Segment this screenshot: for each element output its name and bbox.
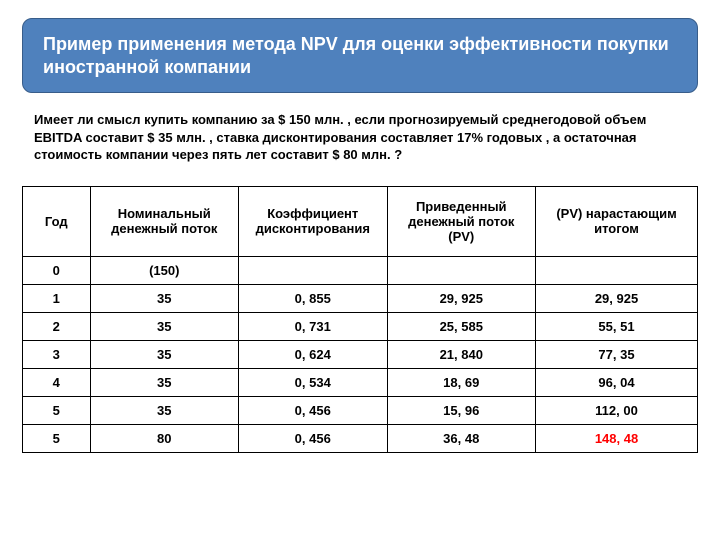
table-row: 3350, 62421, 84077, 35 [23,340,698,368]
table-cell: 15, 96 [387,396,536,424]
table-cell: 148, 48 [536,424,698,452]
th-discount: Коэффициент дисконтирования [239,186,388,256]
table-cell: 80 [90,424,239,452]
th-pv-cum: (PV) нарастающим итогом [536,186,698,256]
table-cell: 0, 731 [239,312,388,340]
title-box: Пример применения метода NPV для оценки … [22,18,698,93]
slide-title: Пример применения метода NPV для оценки … [43,33,677,78]
table-cell: 35 [90,396,239,424]
table-cell: 0, 534 [239,368,388,396]
table-cell: 35 [90,368,239,396]
table-cell: 2 [23,312,91,340]
table-cell: 35 [90,312,239,340]
table-row: 4350, 53418, 6996, 04 [23,368,698,396]
table-header-row: Год Номинальный денежный поток Коэффицие… [23,186,698,256]
table-cell: 96, 04 [536,368,698,396]
table-cell: 0, 456 [239,396,388,424]
table-cell: 18, 69 [387,368,536,396]
table-cell: 1 [23,284,91,312]
table-cell: 0, 624 [239,340,388,368]
table-cell [387,256,536,284]
table-cell: 29, 925 [387,284,536,312]
table-row: 2350, 73125, 58555, 51 [23,312,698,340]
table-row: 5350, 45615, 96112, 00 [23,396,698,424]
table-cell: 77, 35 [536,340,698,368]
table-cell: 25, 585 [387,312,536,340]
table-body: 0(150)1350, 85529, 92529, 9252350, 73125… [23,256,698,452]
table-cell: 5 [23,424,91,452]
th-year: Год [23,186,91,256]
table-cell: 21, 840 [387,340,536,368]
table-cell [239,256,388,284]
table-cell: 3 [23,340,91,368]
th-nominal: Номинальный денежный поток [90,186,239,256]
table-cell: 112, 00 [536,396,698,424]
table-cell: 35 [90,284,239,312]
table-cell: 0 [23,256,91,284]
table-row: 1350, 85529, 92529, 925 [23,284,698,312]
table-cell: 35 [90,340,239,368]
th-pv: Приведенный денежный поток (PV) [387,186,536,256]
table-cell: 0, 855 [239,284,388,312]
table-cell: 5 [23,396,91,424]
npv-table: Год Номинальный денежный поток Коэффицие… [22,186,698,453]
table-cell: 55, 51 [536,312,698,340]
body-paragraph: Имеет ли смысл купить компанию за $ 150 … [34,111,686,164]
table-cell: (150) [90,256,239,284]
table-cell: 29, 925 [536,284,698,312]
table-row: 5800, 45636, 48148, 48 [23,424,698,452]
table-cell [536,256,698,284]
table-cell: 36, 48 [387,424,536,452]
slide: Пример применения метода NPV для оценки … [0,0,720,540]
table-cell: 0, 456 [239,424,388,452]
table-cell: 4 [23,368,91,396]
table-row: 0(150) [23,256,698,284]
